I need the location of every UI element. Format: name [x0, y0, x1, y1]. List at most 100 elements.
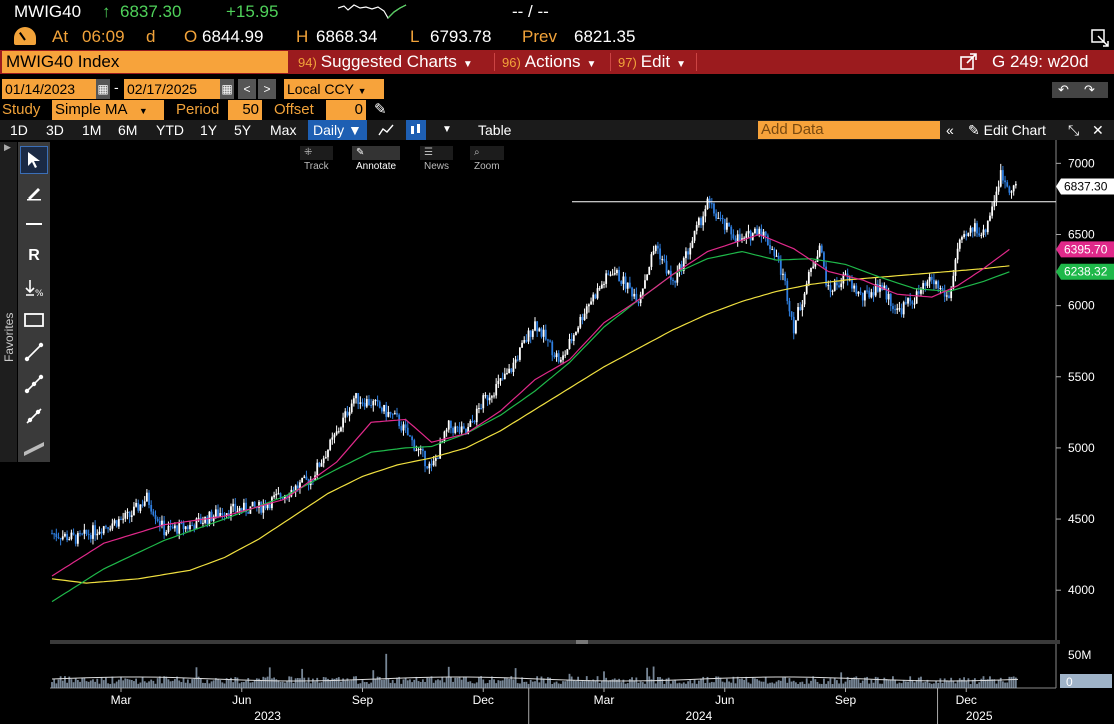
volume-bar	[958, 678, 961, 688]
fibonacci-tool-icon[interactable]	[20, 434, 48, 462]
volume-bar	[85, 681, 88, 688]
news-tab[interactable]: ☰ News	[420, 146, 454, 172]
collapse-icon[interactable]: «	[946, 122, 954, 138]
volume-bar	[529, 679, 532, 688]
security-field[interactable]: MWIG40 Index	[2, 51, 288, 73]
channel-tool-icon[interactable]	[20, 370, 48, 398]
candle-body	[214, 509, 217, 517]
pointer-tool-icon[interactable]	[20, 146, 48, 174]
period-1m[interactable]: 1M	[82, 122, 102, 138]
candle-body	[799, 307, 802, 311]
line-chart-icon[interactable]	[378, 120, 394, 140]
pane-resize-handle[interactable]	[576, 640, 588, 644]
volume-bar	[635, 677, 638, 688]
volume-bar	[217, 679, 219, 688]
pencil-icon[interactable]: ✎	[374, 101, 387, 118]
candle-body	[605, 273, 608, 284]
candle-body	[419, 448, 422, 450]
period-1d[interactable]: 1D	[10, 122, 28, 138]
pen-tool-icon[interactable]	[20, 178, 48, 206]
period-3d[interactable]: 3D	[46, 122, 64, 138]
period-input[interactable]: 50	[228, 100, 262, 120]
start-date-input[interactable]: 01/14/2023	[2, 79, 96, 99]
candle-body	[348, 412, 351, 416]
volume-bar	[598, 683, 601, 688]
volume-bar	[469, 681, 472, 688]
expand-arrow-icon[interactable]: ▶	[4, 142, 11, 152]
period-6m[interactable]: 6M	[118, 122, 138, 138]
redo-icon[interactable]: ↷	[1084, 82, 1095, 97]
volume-bar	[626, 683, 629, 688]
back-arrow-icon[interactable]: <	[238, 79, 256, 99]
text-tool-icon[interactable]: R	[28, 247, 40, 264]
ray-tool-icon[interactable]	[20, 402, 48, 430]
calendar-icon[interactable]: ▦	[220, 79, 234, 99]
candle-body	[678, 264, 681, 272]
chart-settings-icon[interactable]: ⤡	[1068, 122, 1080, 138]
forward-arrow-icon[interactable]: >	[258, 79, 276, 99]
volume-bar	[868, 683, 871, 688]
candle-chart-icon[interactable]	[406, 120, 426, 140]
frequency-select[interactable]: Daily ▼	[308, 120, 367, 140]
chart-type-dropdown[interactable]: ▼	[442, 124, 452, 135]
candle-body	[991, 206, 994, 216]
volume-bar	[976, 683, 978, 688]
volume-bar	[969, 683, 972, 688]
annotate-tab[interactable]: ✎ Annotate	[352, 146, 401, 172]
volume-bar	[717, 676, 720, 688]
volume-bar	[400, 683, 403, 688]
rectangle-tool-icon[interactable]	[20, 306, 48, 334]
ticker-symbol[interactable]: MWIG40	[14, 2, 82, 21]
candle-body	[318, 462, 321, 467]
favorites-strip[interactable]: ▶ Favorites	[0, 142, 17, 462]
candle-body	[613, 273, 616, 275]
volume-bar	[963, 677, 965, 688]
candle-body	[771, 249, 774, 251]
price-chart[interactable]: 4000 4500 5000 5500 6000 6500 7000 50M 0 6837.30 6…	[0, 140, 1114, 724]
volume-bar	[542, 678, 545, 688]
wrench-icon: ✎	[968, 122, 980, 138]
calendar-icon[interactable]: ▦	[96, 79, 110, 99]
export-icon[interactable]	[960, 53, 978, 71]
volume-bar	[844, 681, 847, 688]
edit-chart-button[interactable]: ✎ Edit Chart	[968, 122, 1046, 138]
offset-input[interactable]: 0	[326, 100, 366, 120]
horizontal-line-icon[interactable]	[20, 210, 48, 238]
suggested-charts-menu[interactable]: 94) Suggested Charts ▼	[298, 52, 473, 71]
period-1y[interactable]: 1Y	[200, 122, 218, 138]
undo-icon[interactable]: ↶	[1058, 82, 1069, 97]
candle-body	[501, 378, 504, 380]
volume-bar	[762, 681, 765, 688]
period-5y[interactable]: 5Y	[234, 122, 252, 138]
add-data-input[interactable]: Add Data	[758, 121, 940, 139]
candle-body	[486, 395, 489, 401]
period-ytd[interactable]: YTD	[156, 122, 184, 138]
track-tab[interactable]: ⁜ Track	[300, 146, 333, 172]
candle-body	[152, 511, 155, 516]
edit-menu[interactable]: 97) Edit ▼	[618, 52, 686, 71]
candle-body	[840, 283, 843, 288]
study-type-select[interactable]: Simple MA ▼	[52, 100, 164, 120]
candle-body	[745, 233, 748, 238]
candle-body	[344, 411, 347, 418]
volume-bar	[227, 679, 230, 688]
popout-icon[interactable]	[1090, 28, 1110, 48]
zoom-tab[interactable]: ⌕ Zoom	[470, 146, 504, 172]
candle-body	[769, 245, 771, 250]
candle-body	[536, 321, 539, 332]
percent-tool-icon[interactable]: %	[20, 274, 48, 302]
candle-body	[672, 279, 674, 282]
candle-body	[450, 420, 452, 428]
volume-bar	[993, 679, 996, 688]
candle-body	[264, 504, 267, 509]
end-date-input[interactable]: 02/17/2025	[124, 79, 220, 99]
table-button[interactable]: Table	[478, 122, 512, 138]
volume-bar	[889, 679, 892, 688]
period-max[interactable]: Max	[270, 122, 297, 138]
volume-bar	[961, 679, 963, 688]
undo-redo-group: ↶ ↷	[1052, 82, 1108, 98]
actions-menu[interactable]: 96) Actions ▼	[502, 52, 597, 71]
currency-select[interactable]: Local CCY ▼	[284, 79, 384, 99]
close-icon[interactable]: ✕	[1092, 122, 1104, 138]
trendline-tool-icon[interactable]	[20, 338, 48, 366]
